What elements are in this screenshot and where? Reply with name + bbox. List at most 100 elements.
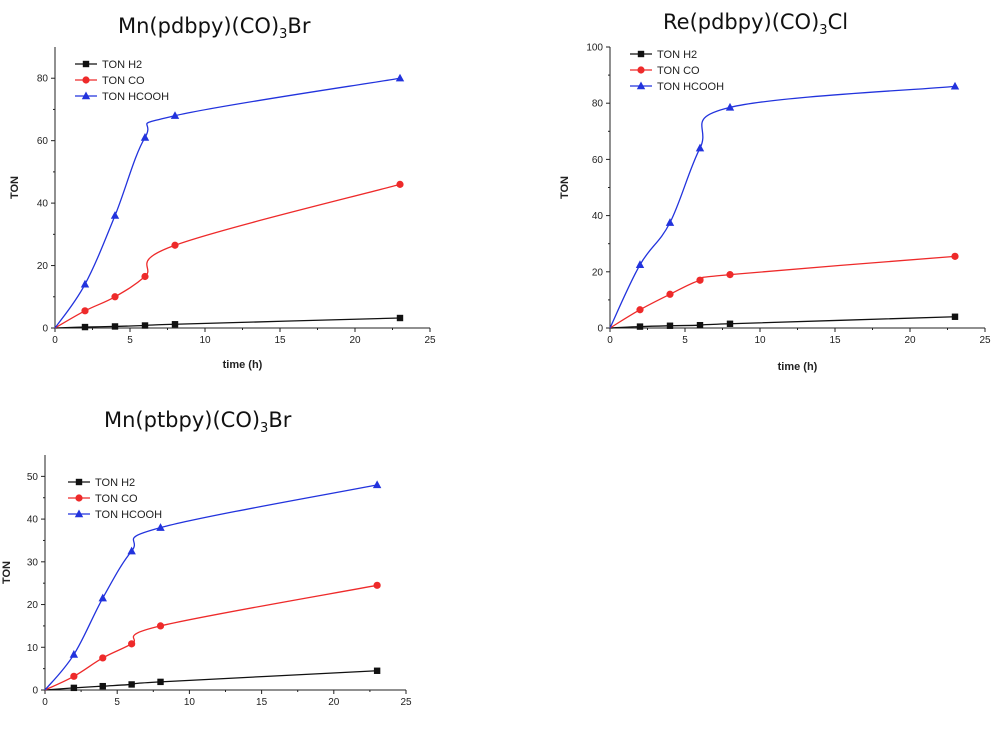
- chart-2-title: Re(pdbpy)(CO)3Cl: [663, 10, 849, 38]
- chart-1-series-3-point: [395, 73, 405, 82]
- chart-3-series-2-point: [373, 581, 381, 589]
- chart-1-series-1-point: [396, 314, 404, 322]
- chart-3: 0 5 10 15 20 25 0 10 20 30 40 50 TON TON H2 TON CO TON …: [1, 455, 412, 708]
- chart-1-x-tick-label: 5: [127, 335, 133, 346]
- chart-3-series-3-point: [127, 546, 136, 555]
- chart-2-y-axis-label: TON: [559, 176, 571, 199]
- chart-3-series-3-point: [156, 523, 165, 531]
- chart-2-series-3-point: [695, 143, 705, 152]
- chart-3-series-3-point: [69, 650, 79, 658]
- chart-1-y-tick-label: 40: [37, 199, 49, 210]
- chart-1-series-1-point: [81, 323, 89, 331]
- chart-1-series-1-line: [54, 317, 401, 329]
- chart-3-series-3-point: [372, 480, 382, 489]
- chart-2-legend-label-2: TON CO: [657, 65, 700, 77]
- chart-3-x-tick-label: 20: [328, 697, 340, 708]
- chart-1-x-tick-label: 0: [52, 335, 58, 346]
- chart-3-series-1-line: [44, 670, 378, 691]
- chart-2: 0 5 10 15 20 25 0 20 40 60 80 100 TON time (h) TON H2 T…: [559, 43, 991, 374]
- chart-1-y-axis-label: TON: [9, 176, 21, 199]
- chart-3-series-2-point: [99, 654, 107, 662]
- chart-2-x-tick-label: 5: [682, 335, 688, 346]
- chart-1-series-1-point: [141, 322, 149, 329]
- chart-1-series-1-point: [171, 321, 179, 328]
- chart-3-legend-label-1: TON H2: [95, 477, 135, 489]
- chart-3-series-1-point: [373, 667, 381, 674]
- chart-1-series-2-point: [81, 307, 89, 315]
- chart-3-series-1-point: [70, 684, 78, 692]
- chart-3-y-tick-label: 40: [27, 515, 39, 526]
- chart-1-series-3-point: [80, 279, 90, 288]
- chart-2-series-1-point: [726, 320, 734, 327]
- chart-1-legend-marker-2: [82, 76, 90, 84]
- chart-3-y-tick-label: 50: [27, 472, 39, 483]
- chart-1-series-2-point: [141, 272, 149, 281]
- chart-2-series-1-point: [666, 322, 674, 329]
- chart-1-series-3-point: [170, 111, 180, 119]
- chart-2-y-tick-label: 40: [592, 211, 604, 222]
- chart-1-y-tick-label: 60: [37, 136, 49, 147]
- chart-1-series-2-point: [396, 180, 404, 188]
- chart-1-legend-label-1: TON H2: [102, 59, 142, 71]
- chart-2-series-1-point: [951, 313, 959, 320]
- chart-1-series-1-point: [111, 323, 119, 330]
- chart-3-legend-label-3: TON HCOOH: [95, 509, 162, 521]
- chart-3-series-2-point: [128, 640, 136, 648]
- chart-2-x-tick-label: 20: [904, 335, 916, 346]
- chart-3-x-tick-label: 5: [114, 697, 120, 708]
- chart-2-series-1-point: [696, 321, 704, 329]
- chart-2-series-2-line: [609, 255, 956, 329]
- chart-2-y-tick-label: 60: [592, 155, 604, 166]
- chart-3-series-3-point: [98, 593, 107, 602]
- chart-2-series-3-line: [609, 85, 956, 329]
- chart-1-legend-marker-3: [81, 91, 91, 100]
- chart-2-legend-marker-3: [636, 81, 646, 90]
- chart-1-x-tick-label: 20: [349, 335, 361, 346]
- chart-2-y-tick-label: 80: [592, 99, 604, 110]
- chart-2-series-1-line: [609, 316, 956, 329]
- chart-2-y-tick-label: 20: [592, 267, 604, 278]
- chart-1-x-axis-label: time (h): [223, 359, 263, 371]
- chart-3-y-tick-label: 20: [27, 600, 39, 611]
- chart-2-series-2-point: [696, 276, 704, 284]
- chart-1-y-tick-label: 80: [37, 74, 49, 85]
- chart-1-series-2-point: [171, 241, 179, 249]
- chart-3-title: Mn(ptbpy)(CO)3Br: [104, 408, 292, 436]
- chart-2-series-3-point: [665, 218, 675, 226]
- chart-1-series-3-point: [140, 133, 150, 141]
- chart-2-series-1-point: [636, 323, 644, 330]
- chart-1-y-tick-label: 0: [42, 324, 48, 335]
- chart-3-series-2-point: [156, 622, 165, 630]
- chart-3-y-tick-label: 0: [32, 686, 38, 697]
- chart-1-x-tick-label: 10: [199, 335, 211, 346]
- chart-1-series-3-point: [110, 211, 120, 219]
- chart-2-y-tick-label: 0: [597, 324, 603, 335]
- chart-2-x-tick-label: 25: [979, 335, 991, 346]
- chart-3-series-1-point: [128, 681, 135, 688]
- chart-2-y-tick-label: 100: [586, 43, 603, 54]
- chart-3-y-axis-label: TON: [1, 561, 13, 584]
- chart-3-x-tick-label: 10: [184, 697, 196, 708]
- chart-2-series-2-point: [666, 290, 674, 298]
- chart-1-series-3-line: [54, 77, 401, 329]
- chart-1-x-tick-label: 15: [274, 335, 286, 346]
- chart-1-legend-label-3: TON HCOOH: [102, 91, 169, 103]
- chart-2-legend-label-3: TON HCOOH: [657, 81, 724, 93]
- chart-1-x-tick-label: 25: [424, 335, 436, 346]
- chart-1: 0 5 10 15 20 25 0 20 40 60 80 TON time (h) TON H2 TON …: [9, 47, 436, 371]
- chart-3-y-tick-label: 10: [27, 643, 39, 654]
- chart-3-y-tick-label: 30: [27, 557, 39, 568]
- chart-3-legend-marker-2: [75, 494, 83, 502]
- chart-3-legend-marker-3: [74, 509, 84, 518]
- chart-3-series-1-point: [157, 678, 164, 686]
- chart-2-x-tick-label: 0: [607, 335, 613, 346]
- chart-2-legend-marker-2: [637, 66, 645, 74]
- chart-2-legend-label-1: TON H2: [657, 49, 697, 61]
- chart-2-series-3-point: [950, 81, 960, 90]
- chart-1-y-tick-label: 20: [37, 261, 49, 272]
- chart-2-series-2-point: [726, 271, 734, 279]
- chart-1-legend-marker-1: [82, 60, 90, 68]
- chart-2-series-2-point: [636, 306, 644, 314]
- chart-3-series-1-point: [99, 682, 106, 690]
